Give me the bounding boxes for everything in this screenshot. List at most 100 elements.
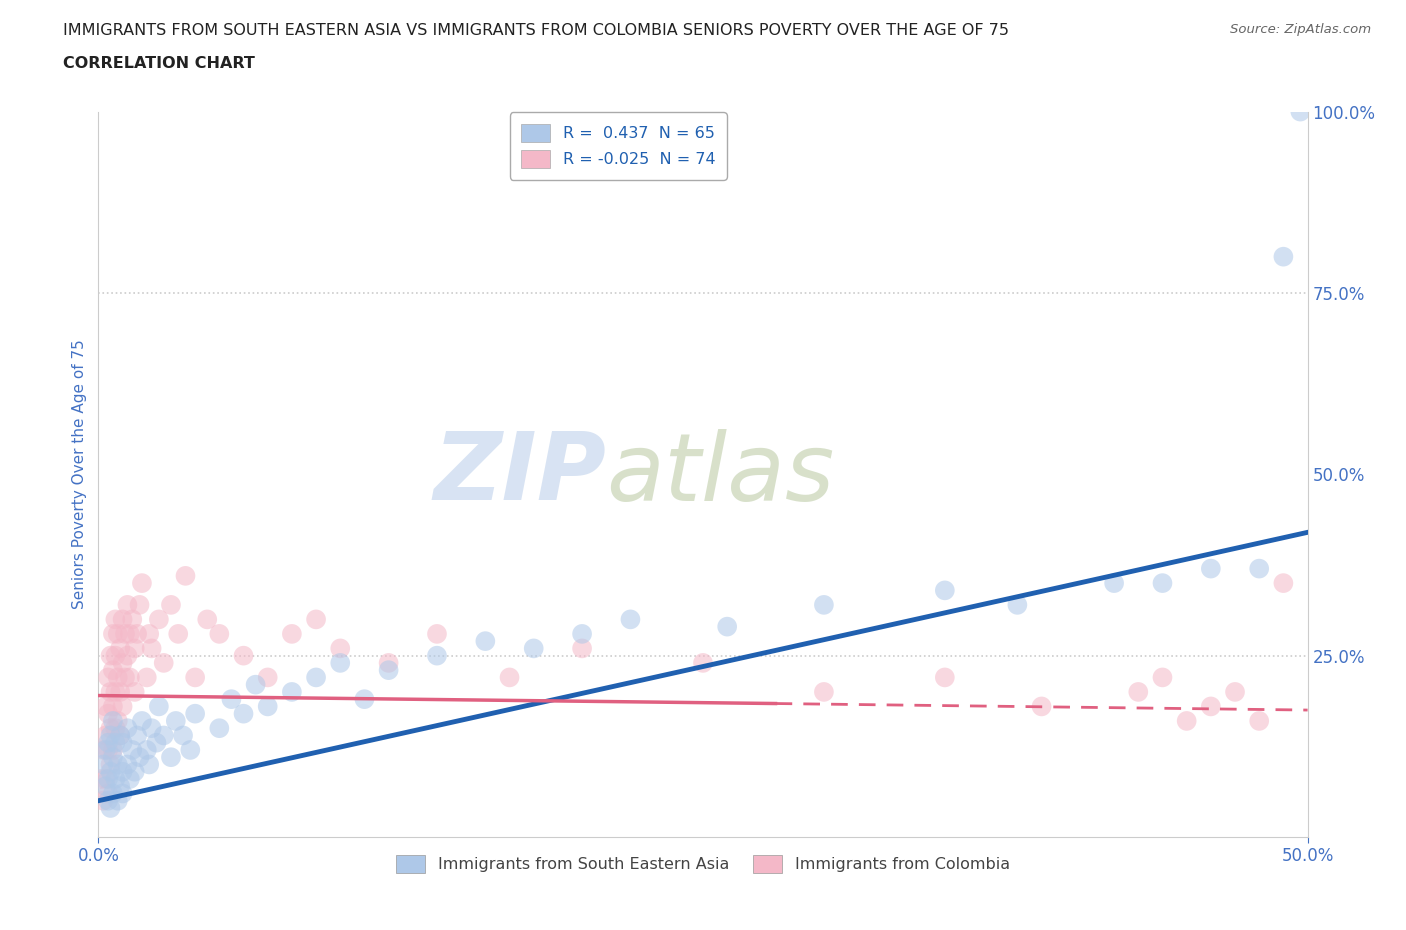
Point — [692, 656, 714, 671]
Point — [97, 736, 120, 751]
Point — [281, 684, 304, 699]
Point — [111, 612, 134, 627]
Point — [94, 742, 117, 757]
Point — [174, 568, 197, 583]
Point — [172, 728, 194, 743]
Point — [208, 627, 231, 642]
Point — [148, 612, 170, 627]
Point — [1152, 670, 1174, 684]
Point — [100, 684, 122, 699]
Point — [152, 728, 174, 743]
Point — [111, 764, 134, 779]
Point — [121, 742, 143, 757]
Point — [1223, 684, 1246, 699]
Point — [97, 786, 120, 801]
Point — [377, 656, 399, 671]
Point — [104, 721, 127, 736]
Point — [104, 684, 127, 699]
Point — [127, 627, 149, 642]
Point — [97, 772, 120, 787]
Point — [1272, 576, 1295, 591]
Point — [90, 772, 112, 787]
Point — [118, 670, 141, 684]
Point — [97, 742, 120, 757]
Text: IMMIGRANTS FROM SOUTH EASTERN ASIA VS IMMIGRANTS FROM COLOMBIA SENIORS POVERTY O: IMMIGRANTS FROM SOUTH EASTERN ASIA VS IM… — [63, 23, 1010, 38]
Text: ZIP: ZIP — [433, 429, 606, 520]
Point — [94, 728, 117, 743]
Point — [256, 670, 278, 684]
Point — [111, 736, 134, 751]
Point — [100, 728, 122, 743]
Point — [97, 793, 120, 808]
Point — [107, 757, 129, 772]
Point — [114, 670, 136, 684]
Point — [281, 627, 304, 642]
Point — [108, 728, 131, 743]
Point — [114, 627, 136, 642]
Point — [141, 641, 163, 656]
Point — [571, 641, 593, 656]
Point — [101, 627, 124, 642]
Legend: Immigrants from South Eastern Asia, Immigrants from Colombia: Immigrants from South Eastern Asia, Immi… — [389, 848, 1017, 880]
Point — [101, 742, 124, 757]
Point — [97, 706, 120, 721]
Point — [152, 656, 174, 671]
Point — [184, 670, 207, 684]
Point — [1152, 576, 1174, 591]
Point — [813, 684, 835, 699]
Point — [1102, 576, 1125, 591]
Point — [160, 750, 183, 764]
Point — [256, 699, 278, 714]
Point — [94, 699, 117, 714]
Point — [104, 648, 127, 663]
Point — [329, 656, 352, 671]
Point — [127, 728, 149, 743]
Point — [474, 633, 496, 648]
Point — [101, 750, 124, 764]
Point — [1031, 699, 1053, 714]
Point — [1128, 684, 1150, 699]
Point — [108, 778, 131, 793]
Point — [117, 757, 139, 772]
Point — [377, 663, 399, 678]
Point — [934, 670, 956, 684]
Point — [232, 648, 254, 663]
Point — [498, 670, 520, 684]
Point — [107, 627, 129, 642]
Point — [108, 728, 131, 743]
Point — [107, 713, 129, 728]
Point — [118, 772, 141, 787]
Point — [117, 648, 139, 663]
Point — [131, 713, 153, 728]
Point — [1007, 597, 1029, 612]
Point — [232, 706, 254, 721]
Point — [111, 786, 134, 801]
Point — [104, 772, 127, 787]
Point — [108, 641, 131, 656]
Point — [145, 736, 167, 751]
Point — [619, 612, 641, 627]
Point — [100, 721, 122, 736]
Point — [108, 684, 131, 699]
Point — [138, 627, 160, 642]
Point — [107, 670, 129, 684]
Point — [329, 641, 352, 656]
Point — [100, 764, 122, 779]
Y-axis label: Seniors Poverty Over the Age of 75: Seniors Poverty Over the Age of 75 — [72, 339, 87, 609]
Point — [523, 641, 546, 656]
Point — [117, 597, 139, 612]
Point — [104, 612, 127, 627]
Point — [571, 627, 593, 642]
Point — [128, 750, 150, 764]
Point — [94, 772, 117, 787]
Point — [124, 684, 146, 699]
Point — [100, 648, 122, 663]
Point — [179, 742, 201, 757]
Point — [1272, 249, 1295, 264]
Point — [1199, 699, 1222, 714]
Text: CORRELATION CHART: CORRELATION CHART — [63, 56, 254, 71]
Text: Source: ZipAtlas.com: Source: ZipAtlas.com — [1230, 23, 1371, 36]
Point — [124, 764, 146, 779]
Point — [426, 627, 449, 642]
Point — [167, 627, 190, 642]
